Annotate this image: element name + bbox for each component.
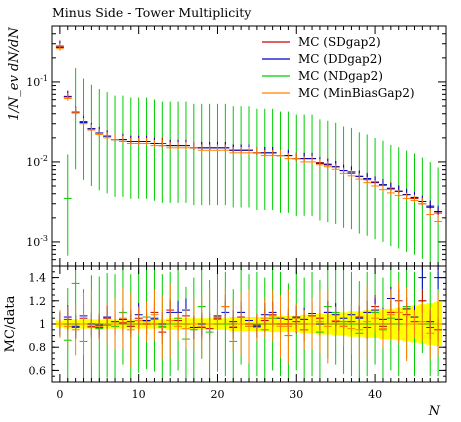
legend-label: MC (SDgap2)	[298, 35, 381, 49]
ratio-tick-label: 1.2	[29, 295, 47, 308]
legend-label: MC (MinBiasGap2)	[298, 86, 415, 100]
ratio-y-axis-label: MC/data	[3, 295, 18, 352]
ratio-series-layer	[55, 266, 443, 382]
chart-title: Minus Side - Tower Multiplicity	[52, 5, 252, 20]
main-series-layer	[55, 40, 443, 266]
x-tick-label: 40	[368, 388, 382, 401]
x-axis-ticks: 0 10 20 30 40	[56, 26, 439, 401]
y-tick-label: 10-1	[26, 74, 48, 89]
x-tick-label: 30	[289, 388, 303, 401]
ratio-tick-label: 1	[39, 318, 46, 331]
y-tick-label: 10-2	[26, 154, 48, 169]
y-axis-label: 1/N_ev dN/dN	[7, 27, 22, 121]
ratio-tick-label: 0.8	[29, 341, 47, 354]
ratio-series-mc-minbiasgap2	[55, 281, 443, 367]
series-mc-minbiasgap2	[55, 42, 443, 224]
main-y-ticks: 10-1 10-2 10-3	[26, 25, 446, 267]
y-tick-label: 10-3	[26, 234, 48, 249]
legend-label: MC (DDgap2)	[298, 52, 382, 66]
ratio-tick-label: 1.4	[29, 272, 47, 285]
ratio-y-ticks: 1.4 1.2 1 0.8 0.6	[29, 271, 446, 377]
legend: MC (SDgap2) MC (DDgap2) MC (NDgap2) MC (Min…	[262, 35, 415, 100]
x-axis-label: N	[428, 404, 441, 419]
x-tick-label: 20	[210, 388, 224, 401]
legend-label: MC (NDgap2)	[298, 69, 383, 83]
ratio-tick-label: 0.6	[29, 364, 47, 377]
x-tick-label: 10	[132, 388, 146, 401]
x-tick-label: 0	[56, 388, 63, 401]
